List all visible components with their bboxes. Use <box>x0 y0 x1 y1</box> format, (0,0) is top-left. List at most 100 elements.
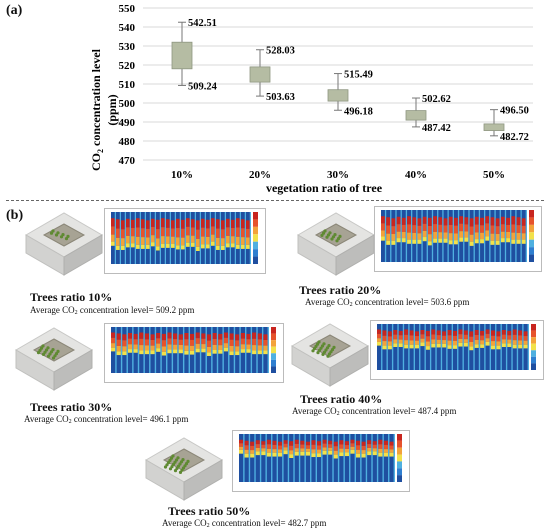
heat-cell <box>328 440 333 445</box>
heat-cell <box>139 338 144 346</box>
heat-cell <box>294 448 299 452</box>
heat-cell <box>422 223 427 231</box>
heat-cell <box>469 241 474 246</box>
heat-cell <box>443 218 448 226</box>
heat-cell <box>361 441 366 446</box>
heat-cell <box>494 210 496 262</box>
heat-cell <box>407 216 411 225</box>
heat-cell <box>226 235 230 244</box>
heat-cell <box>436 330 441 336</box>
heat-cell <box>122 334 127 341</box>
heat-cell <box>521 239 526 244</box>
heat-cell <box>282 434 284 482</box>
heat-cell <box>381 216 385 224</box>
heat-cell <box>139 350 144 355</box>
legend-swatch <box>271 333 276 341</box>
heat-cell <box>382 335 387 342</box>
heat-cell <box>485 223 490 231</box>
heat-cell <box>389 449 394 453</box>
legend-swatch <box>529 210 534 218</box>
heat-cell <box>250 450 255 454</box>
heat-cell <box>184 345 189 351</box>
heat-cell <box>139 345 144 351</box>
heat-cell <box>263 345 268 351</box>
heat-cell <box>433 238 438 243</box>
heat-cell <box>454 240 458 245</box>
heat-cell <box>176 218 180 229</box>
min-value-label: 487.42 <box>422 123 451 134</box>
min-value-label: 503.63 <box>266 92 295 103</box>
heat-cell <box>190 339 195 346</box>
heat-cell <box>206 236 210 245</box>
heat-cell <box>322 450 327 455</box>
tree <box>325 235 329 239</box>
y-tick-label: 540 <box>119 22 136 34</box>
heat-cell <box>415 336 420 341</box>
heat-cell <box>333 446 338 451</box>
heat-cell <box>480 232 484 240</box>
legend-swatch <box>253 226 258 235</box>
heat-cell <box>199 327 202 373</box>
heat-cell <box>221 245 225 250</box>
heat-cell <box>454 225 458 234</box>
heat-cell <box>442 331 447 336</box>
building-model-50 <box>140 430 226 504</box>
heat-cell <box>496 345 501 350</box>
tree <box>168 467 173 471</box>
legend-swatch <box>253 219 258 227</box>
heat-cell <box>131 227 135 237</box>
heat-cell <box>386 217 391 226</box>
heat-cell <box>173 333 178 340</box>
heat-cell <box>377 338 382 342</box>
heat-cell <box>116 339 121 346</box>
heat-cell <box>454 217 458 226</box>
heat-cell <box>381 236 385 241</box>
heat-cell <box>167 332 172 339</box>
heat-cell <box>244 449 249 454</box>
y-axis-label: CO2 concentration level <box>89 48 105 171</box>
heat-cell <box>425 341 430 347</box>
heat-cell <box>511 239 516 244</box>
heat-cell <box>241 237 245 245</box>
tree <box>46 354 51 358</box>
heat-cell <box>178 349 183 354</box>
heat-cell <box>206 340 212 347</box>
heat-cell <box>246 237 250 245</box>
heat-cell <box>151 226 155 236</box>
heat-cell <box>507 330 512 336</box>
heat-cell <box>438 217 443 225</box>
heat-cell <box>159 212 161 264</box>
block-right-face <box>183 459 223 501</box>
heat-cell <box>464 231 469 238</box>
heat-cell <box>116 219 120 229</box>
building-model-40 <box>286 316 372 390</box>
heat-cell <box>218 333 223 340</box>
heat-cell <box>448 240 453 245</box>
heat-cell <box>448 216 453 225</box>
heat-cell <box>259 434 262 482</box>
heat-cell <box>267 327 269 373</box>
heat-cell <box>182 327 185 373</box>
heat-cell <box>194 212 196 264</box>
heat-cell <box>496 336 501 342</box>
heat-cell <box>328 447 333 451</box>
heat-cell <box>478 324 481 370</box>
heat-cell <box>181 237 185 246</box>
heat-cell <box>474 216 479 225</box>
heat-cell <box>131 236 135 244</box>
heat-cell <box>377 329 382 334</box>
heat-cell <box>224 212 226 264</box>
heat-cell <box>433 224 438 232</box>
legend-swatch <box>397 475 402 482</box>
heat-cell <box>383 449 389 453</box>
heat-cell <box>239 439 244 444</box>
heat-cell <box>396 224 401 232</box>
tree <box>36 351 41 355</box>
max-value-label: 502.62 <box>422 94 451 105</box>
heat-cell <box>491 335 496 342</box>
heat-cell <box>156 332 161 339</box>
heat-cell <box>184 212 186 264</box>
heat-cell <box>243 434 245 482</box>
heat-cell <box>229 351 234 356</box>
heat-cell <box>186 242 190 247</box>
